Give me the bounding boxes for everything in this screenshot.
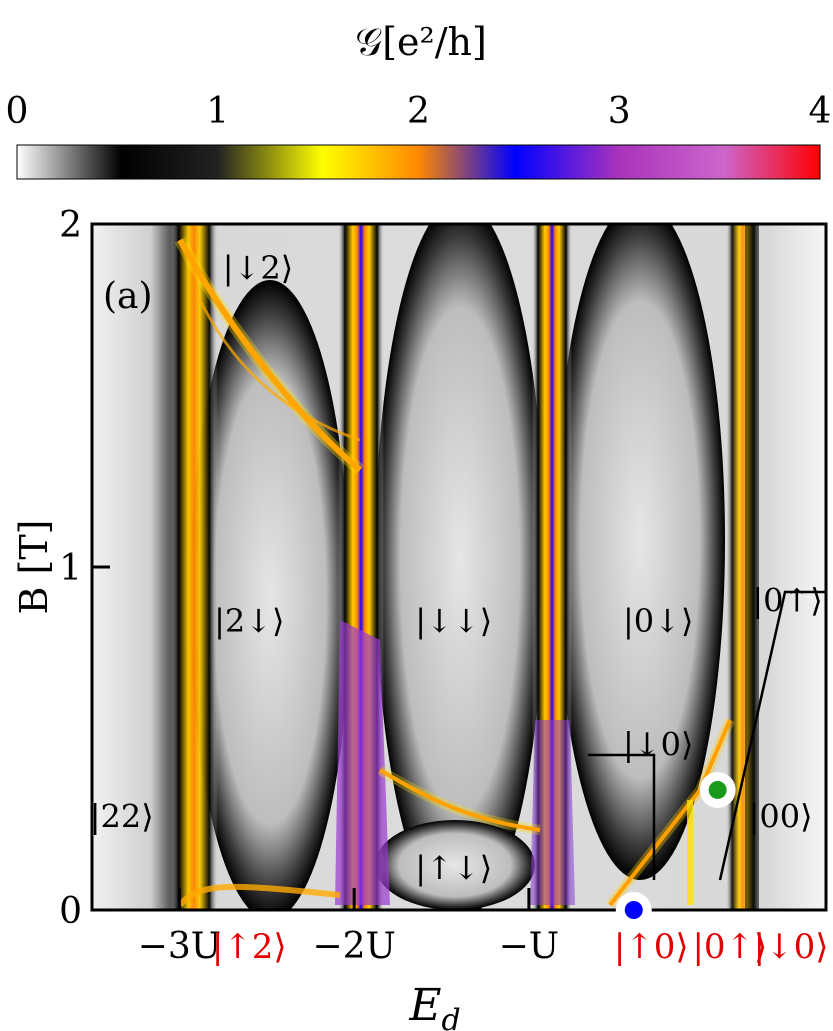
blue-marker <box>624 901 643 919</box>
state-label: |↓2⟩ <box>223 249 293 287</box>
colorbar-tick-label: 3 <box>608 91 631 132</box>
colorbar-gradient <box>16 144 821 180</box>
red-state-label: |↑0⟩ <box>614 927 689 967</box>
red-state-label: |↓0⟩ <box>754 927 829 967</box>
green-marker <box>708 780 727 799</box>
panel-label: (a) <box>103 276 153 317</box>
y-axis: 0 1 2 <box>59 205 110 932</box>
red-state-label: |0↑⟩ <box>692 927 767 967</box>
red-state-label: |↑2⟩ <box>212 927 287 967</box>
state-label: |22⟩ <box>90 798 154 836</box>
annotation-line-down-zero <box>588 753 656 880</box>
annotation-line-zero-up <box>718 590 826 881</box>
y-tick-label: 0 <box>59 891 82 932</box>
svg-text:Ed: Ed <box>408 980 460 1031</box>
y-axis-label: B [T] <box>12 520 56 615</box>
red-state-labels: |↑2⟩ |↑0⟩ |0↑⟩|↓0⟩ <box>212 927 829 967</box>
y-tick-label: 2 <box>59 205 82 246</box>
colorbar-tick-label: 2 <box>407 91 430 132</box>
state-label: |0↑⟩ <box>752 582 822 620</box>
state-label: |00⟩ <box>749 798 813 836</box>
x-axis: −3U −2U −U <box>138 888 559 967</box>
x-tick-label: −U <box>499 926 560 967</box>
state-label: |2↓⟩ <box>214 602 284 640</box>
colorbar-tick-label: 0 <box>6 91 29 132</box>
colorbar-title: 𝒢[e²/h] <box>355 20 487 64</box>
x-tick-label: −2U <box>312 926 395 967</box>
x-axis-label: Ed <box>408 980 460 1031</box>
state-label: |↑↓⟩ <box>415 849 492 887</box>
colorbar: 𝒢[e²/h] 0 1 2 3 4 <box>6 20 832 180</box>
state-label: |0↓⟩ <box>623 602 693 640</box>
y-tick-label: 1 <box>59 548 82 589</box>
heatmap-plot <box>92 224 826 910</box>
state-label: |↓↓⟩ <box>415 602 492 640</box>
colorbar-tick-label: 1 <box>206 91 229 132</box>
colorbar-tick-label: 4 <box>809 91 832 132</box>
x-tick-label: −3U <box>138 926 221 967</box>
state-label: |↓0⟩ <box>623 726 693 764</box>
state-labels: |↓2⟩ |2↓⟩ |↓↓⟩ |0↓⟩ |↓0⟩ |0↑⟩ |22⟩ |↑↓⟩ |00⟩ <box>90 249 823 887</box>
markers <box>615 771 736 928</box>
